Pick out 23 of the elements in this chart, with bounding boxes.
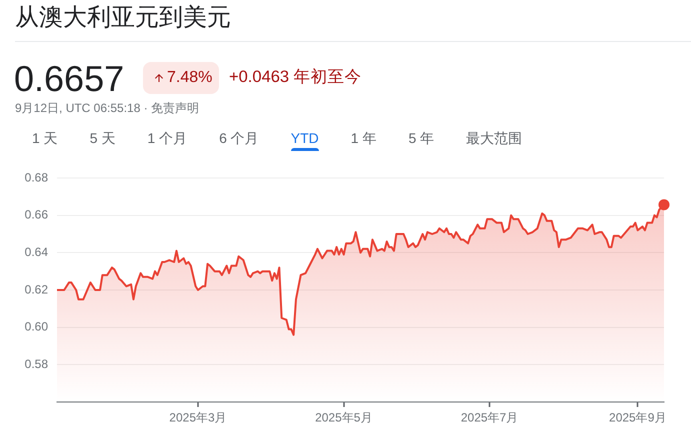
chart-title: 从澳大利亚元到美元 [15,4,231,31]
y-tick-label: 0.58 [24,356,48,371]
x-tick-label: 2025年5月 [315,410,372,425]
badge: 7.48% [143,62,219,94]
y-tick-label: 0.64 [24,244,48,259]
y-tick-label: 0.68 [24,170,48,184]
y-tick-label: 0.66 [24,208,48,222]
text: 0.6657 [14,58,124,99]
y-tick-label: 0.62 [24,282,48,296]
text: 5 年 [408,130,434,146]
text: 最大范围 [466,130,522,146]
x-tick-label: 2025年3月 [169,410,227,425]
text: YTD [290,130,319,146]
text: 6 个月 [219,130,259,146]
text: 9月12日, UTC 06:55:18 · 免责声明 [15,101,200,115]
y-tick-label: 0.60 [24,320,48,334]
text: 1 天 [32,130,58,146]
text: 1 个月 [147,130,188,146]
text: 1 年 [350,130,376,146]
x-tick-label: 2025年9月 [609,410,666,425]
text: 5 天 [90,130,116,146]
text: +0.0463 年初至今 [229,68,362,86]
x-tick-label: 2025年7月 [460,410,518,425]
